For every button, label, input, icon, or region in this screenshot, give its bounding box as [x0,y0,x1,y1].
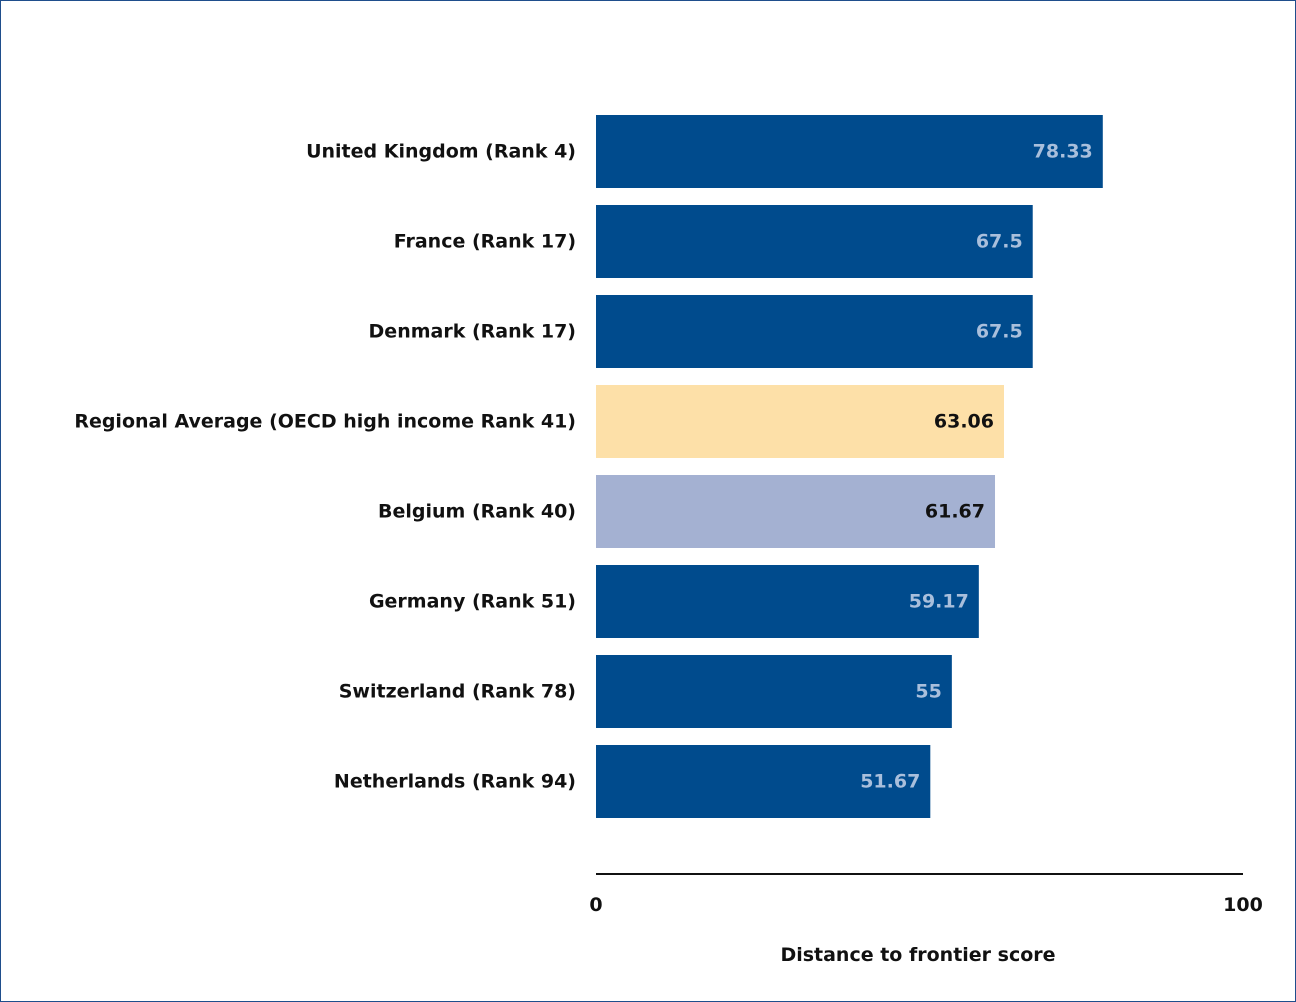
x-axis-title: Distance to frontier score [780,944,1055,966]
bar [596,475,996,548]
bar-value-label: 67.5 [976,231,1023,253]
category-label: United Kingdom (Rank 4) [306,141,576,163]
bar-value-label: 67.5 [976,321,1023,343]
bar-value-label: 78.33 [1033,141,1093,163]
bar [596,565,979,638]
category-label: Regional Average (OECD high income Rank … [74,411,576,433]
category-label: Switzerland (Rank 78) [339,681,576,703]
bar-value-label: 51.67 [860,771,920,793]
bars-layer: United Kingdom (Rank 4) 78.33 France (Rank… [74,115,1103,818]
bar [596,655,952,728]
bar [596,385,1004,458]
x-tick-label-min: 0 [589,894,602,916]
bar [596,295,1033,368]
bar-value-label: 63.06 [934,411,994,433]
category-label: Belgium (Rank 40) [378,501,576,523]
x-tick-label-max: 100 [1223,894,1263,916]
category-label: France (Rank 17) [394,231,576,253]
category-label: Netherlands (Rank 94) [334,771,576,793]
bar-value-label: 61.67 [925,501,985,523]
bar [596,745,931,818]
bar [596,205,1033,278]
bar [596,115,1103,188]
bar-value-label: 55 [915,681,941,703]
category-label: Denmark (Rank 17) [369,321,576,343]
bar-value-label: 59.17 [909,591,969,613]
category-label: Germany (Rank 51) [369,591,576,613]
